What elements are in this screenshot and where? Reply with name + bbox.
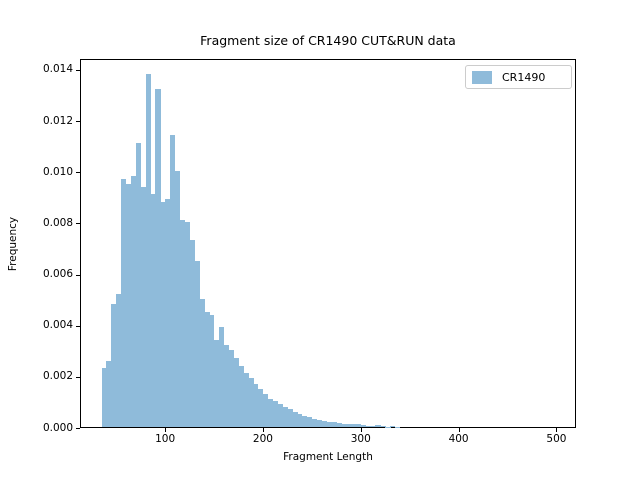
x-axis-label: Fragment Length [283,451,373,463]
histogram-bar [385,426,391,427]
y-tick-mark [76,376,80,378]
y-tick-mark [76,121,80,123]
histogram-bar [321,420,327,427]
histogram-bar [355,423,362,427]
histogram-bar [194,260,200,427]
histogram-bar [282,406,288,427]
histogram-bar [346,423,352,427]
histogram-bar [375,425,381,427]
y-axis-label: Frequency [7,216,19,272]
histogram-bar [116,294,122,427]
histogram-bar [262,393,269,427]
x-tick-mark [165,428,167,432]
y-tick-label: 0.004 [42,319,73,332]
histogram-bar [287,409,293,427]
histogram-bar [390,425,396,427]
x-tick-label: 200 [252,433,273,445]
legend-color-swatch [472,70,492,84]
x-tick-label: 500 [546,433,567,445]
y-tick-label: 0.006 [42,268,73,281]
histogram-bar [395,426,401,427]
histogram-bar [331,422,337,427]
histogram-bar [243,373,249,427]
legend-series-label: CR1490 [502,70,546,84]
x-tick-label: 400 [448,433,469,445]
histogram-bar [189,240,195,427]
y-tick-label: 0.002 [42,370,73,383]
y-tick-mark [76,69,80,71]
y-tick-mark [76,428,80,429]
histogram-bar [160,201,166,427]
histogram-bar [380,426,386,427]
histogram-bar [165,199,171,427]
histogram-bar [111,304,117,427]
histogram-bars-layer [81,60,575,427]
histogram-bar [223,345,230,427]
x-tick-label: 100 [155,433,176,445]
histogram-bar [135,143,142,427]
x-tick-mark [262,428,264,432]
histogram-bar [302,415,308,427]
histogram-bar [209,314,215,427]
histogram-bar [140,186,146,427]
histogram-bar [179,219,186,427]
histogram-bar [204,311,210,427]
chart-title: Fragment size of CR1490 CUT&RUN data [200,33,456,48]
y-tick-label: 0.000 [42,421,73,434]
histogram-bar [316,419,323,427]
histogram-bar [218,327,225,427]
histogram-bar [155,89,161,427]
histogram-bar [184,222,190,427]
histogram-bar [311,418,318,427]
y-tick-label: 0.012 [42,114,73,127]
histogram-bar [170,135,176,427]
histogram-bar [326,421,332,427]
y-tick-mark [76,325,80,327]
histogram-bar [150,194,156,427]
histogram-bar [370,425,376,427]
histogram-bar [360,425,367,427]
y-tick-label: 0.014 [42,63,73,76]
histogram-bar [253,383,259,427]
x-tick-mark [360,428,362,432]
histogram-bar [233,357,239,427]
x-tick-mark [556,428,558,432]
y-tick-label: 0.008 [42,216,73,229]
histogram-bar [228,350,234,427]
histogram-bar [174,171,181,427]
histogram-bar [297,414,303,427]
plot-area [80,59,576,428]
histogram-bar [101,368,107,427]
histogram-bar [238,365,244,427]
histogram-bar [248,378,254,427]
histogram-bar [341,423,347,427]
x-tick-label: 300 [350,433,371,445]
histogram-bar [214,340,220,427]
histogram-bar [258,388,264,427]
histogram-bar [130,176,137,427]
histogram-bar [277,404,283,427]
histogram-bar [121,178,127,427]
histogram-bar [350,423,357,427]
y-tick-mark [76,172,80,174]
histogram-bar [267,398,274,427]
histogram-bar [272,401,278,427]
histogram-bar [306,416,313,427]
y-tick-mark [76,223,80,225]
legend-box: CR1490 [465,65,572,89]
histogram-bar [336,423,342,427]
histogram-bar [145,74,151,427]
y-tick-mark [76,274,80,276]
histogram-bar [365,425,371,427]
y-tick-label: 0.010 [42,165,73,178]
histogram-bar [292,411,298,427]
x-tick-mark [458,428,460,432]
histogram-bar [199,299,205,427]
histogram-bar [125,184,132,427]
histogram-bar [106,360,112,427]
